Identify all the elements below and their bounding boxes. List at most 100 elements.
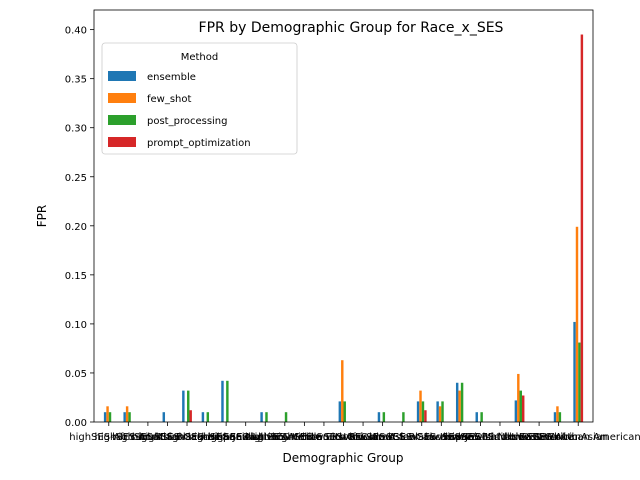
y-tick-label: 0.40 (65, 26, 87, 37)
bar-few_shot (556, 406, 559, 422)
bar-ensemble (260, 412, 263, 422)
x-tick-label: highSES-Black (132, 432, 203, 443)
bar-few_shot (106, 406, 109, 422)
y-tick-label: 0.35 (65, 75, 87, 86)
bar-ensemble (436, 401, 439, 422)
bar-few_shot (419, 390, 422, 422)
bar-few_shot (341, 360, 344, 422)
x-tick-label: highSES-Asian (112, 432, 184, 443)
x-tick-label: lowSES-Native American (458, 432, 581, 443)
x-tick-label: lowSES-Black (369, 432, 436, 443)
bar-prompt_optimization (424, 410, 427, 422)
bar-few_shot (575, 226, 579, 422)
plot-frame (93, 9, 594, 423)
y-tick-label: 0.20 (65, 222, 87, 233)
bars-layer (103, 34, 584, 423)
bar-ensemble (416, 401, 420, 422)
x-tick-label: lowSES-Hispanic (400, 432, 482, 443)
legend-swatch-post_processing (108, 115, 136, 125)
bar-post_processing (226, 380, 229, 422)
y-axis: 0.00 0.05 0.10 0.15 0.20 0.25 0.30 0.35 0.40 (65, 26, 94, 429)
bar-post_processing (421, 401, 425, 422)
bar-post_processing (343, 401, 346, 422)
bar-ensemble (455, 382, 459, 422)
bar-ensemble (377, 412, 381, 422)
chart-title: FPR by Demographic Group for Race_x_SES (199, 20, 504, 36)
x-tick-label: lowSES-Jewish (425, 432, 497, 443)
y-tick-label: 0.30 (65, 124, 87, 135)
bar-ensemble (123, 412, 126, 422)
bar-few_shot (438, 406, 442, 422)
x-tick-label: highSES-White (248, 432, 321, 443)
legend-title: Method (181, 52, 219, 63)
bar-post_processing (402, 412, 405, 422)
bar-few_shot (125, 406, 129, 422)
x-tick-label: lowSES-African (306, 432, 380, 443)
legend-label-ensemble: ensemble (147, 72, 196, 83)
bar-ensemble (573, 321, 576, 422)
legend-label-few_shot: few_shot (147, 94, 192, 105)
x-tick-label: lowSES-Asian (349, 432, 416, 443)
bar-prompt_optimization (189, 410, 192, 422)
bar-post_processing (284, 412, 288, 422)
x-tick-label: highSES-Caucasian (139, 432, 235, 443)
x-tick-label: highSES-African (69, 432, 148, 443)
x-tick-label: highSES-Hispanic (163, 432, 250, 443)
bar-post_processing (206, 412, 210, 422)
bar-post_processing (382, 412, 386, 422)
bar-post_processing (108, 412, 112, 422)
x-tick-label: lowSES-South Asian (509, 432, 608, 443)
bar-ensemble (103, 412, 107, 422)
legend-swatch-few_shot (108, 93, 136, 103)
bar-post_processing (558, 412, 562, 422)
bar-few_shot (517, 373, 520, 422)
legend: Method ensemble few_shot post_processingpro… (101, 42, 298, 155)
legend-label-prompt_optimization: prompt_optimization (147, 138, 251, 149)
x-tick-label: highSES-Middle Eastern (245, 432, 364, 443)
legend-swatch-ensemble (108, 71, 136, 81)
y-tick-label: 0.15 (65, 271, 87, 282)
y-axis-label: FPR (35, 205, 49, 227)
x-tick-label: lowSES-African American (516, 432, 640, 443)
y-tick-label: 0.25 (65, 173, 87, 184)
x-tick-label: highSES-South Asian (272, 432, 376, 443)
bar-ensemble (182, 390, 185, 422)
x-tick-label: highSES-Jewish (188, 432, 265, 443)
bar-post_processing (265, 412, 268, 422)
bar-ensemble (338, 401, 342, 422)
bar-ensemble (475, 412, 478, 422)
bar-post_processing (480, 412, 483, 422)
x-tick-label: highSES-Arab (95, 432, 163, 443)
bar-ensemble (162, 412, 166, 422)
x-axis: highSES-AfricanhighSES-ArabhighSES-Asian… (69, 422, 640, 443)
bar-post_processing (460, 382, 464, 422)
x-tick-label: lowSES-White (505, 432, 573, 443)
bar-ensemble (553, 412, 557, 422)
x-tick-label: lowSES-Middle Eastern (443, 432, 557, 443)
x-tick-label: lowSES-Arab (332, 432, 395, 443)
bar-post_processing (519, 390, 522, 422)
x-tick-label: highSES-Latino (208, 432, 283, 443)
bar-post_processing (128, 412, 131, 422)
bar-prompt_optimization (521, 395, 525, 422)
x-tick-label: lowSES-Latino (445, 432, 516, 443)
legend-swatch-prompt_optimization (108, 137, 136, 147)
bar-post_processing (187, 390, 190, 422)
bar-post_processing (578, 342, 581, 422)
legend-label-post_processing: post_processing (147, 116, 228, 127)
legend-box (101, 42, 298, 155)
bar-prompt_optimization (580, 34, 584, 423)
bar-ensemble (221, 380, 224, 422)
bar-ensemble (514, 400, 518, 422)
y-tick-label: 0.05 (65, 369, 87, 380)
y-tick-label: 0.10 (65, 320, 87, 331)
x-axis-label: Demographic Group (282, 451, 403, 465)
x-tick-label: lowSES-Caucasian (376, 432, 467, 443)
bar-ensemble (201, 412, 205, 422)
y-tick-label: 0.00 (65, 418, 87, 429)
bar-few_shot (458, 390, 461, 422)
x-tick-label: highSES-Native American (201, 432, 329, 443)
bar-post_processing (441, 401, 444, 422)
